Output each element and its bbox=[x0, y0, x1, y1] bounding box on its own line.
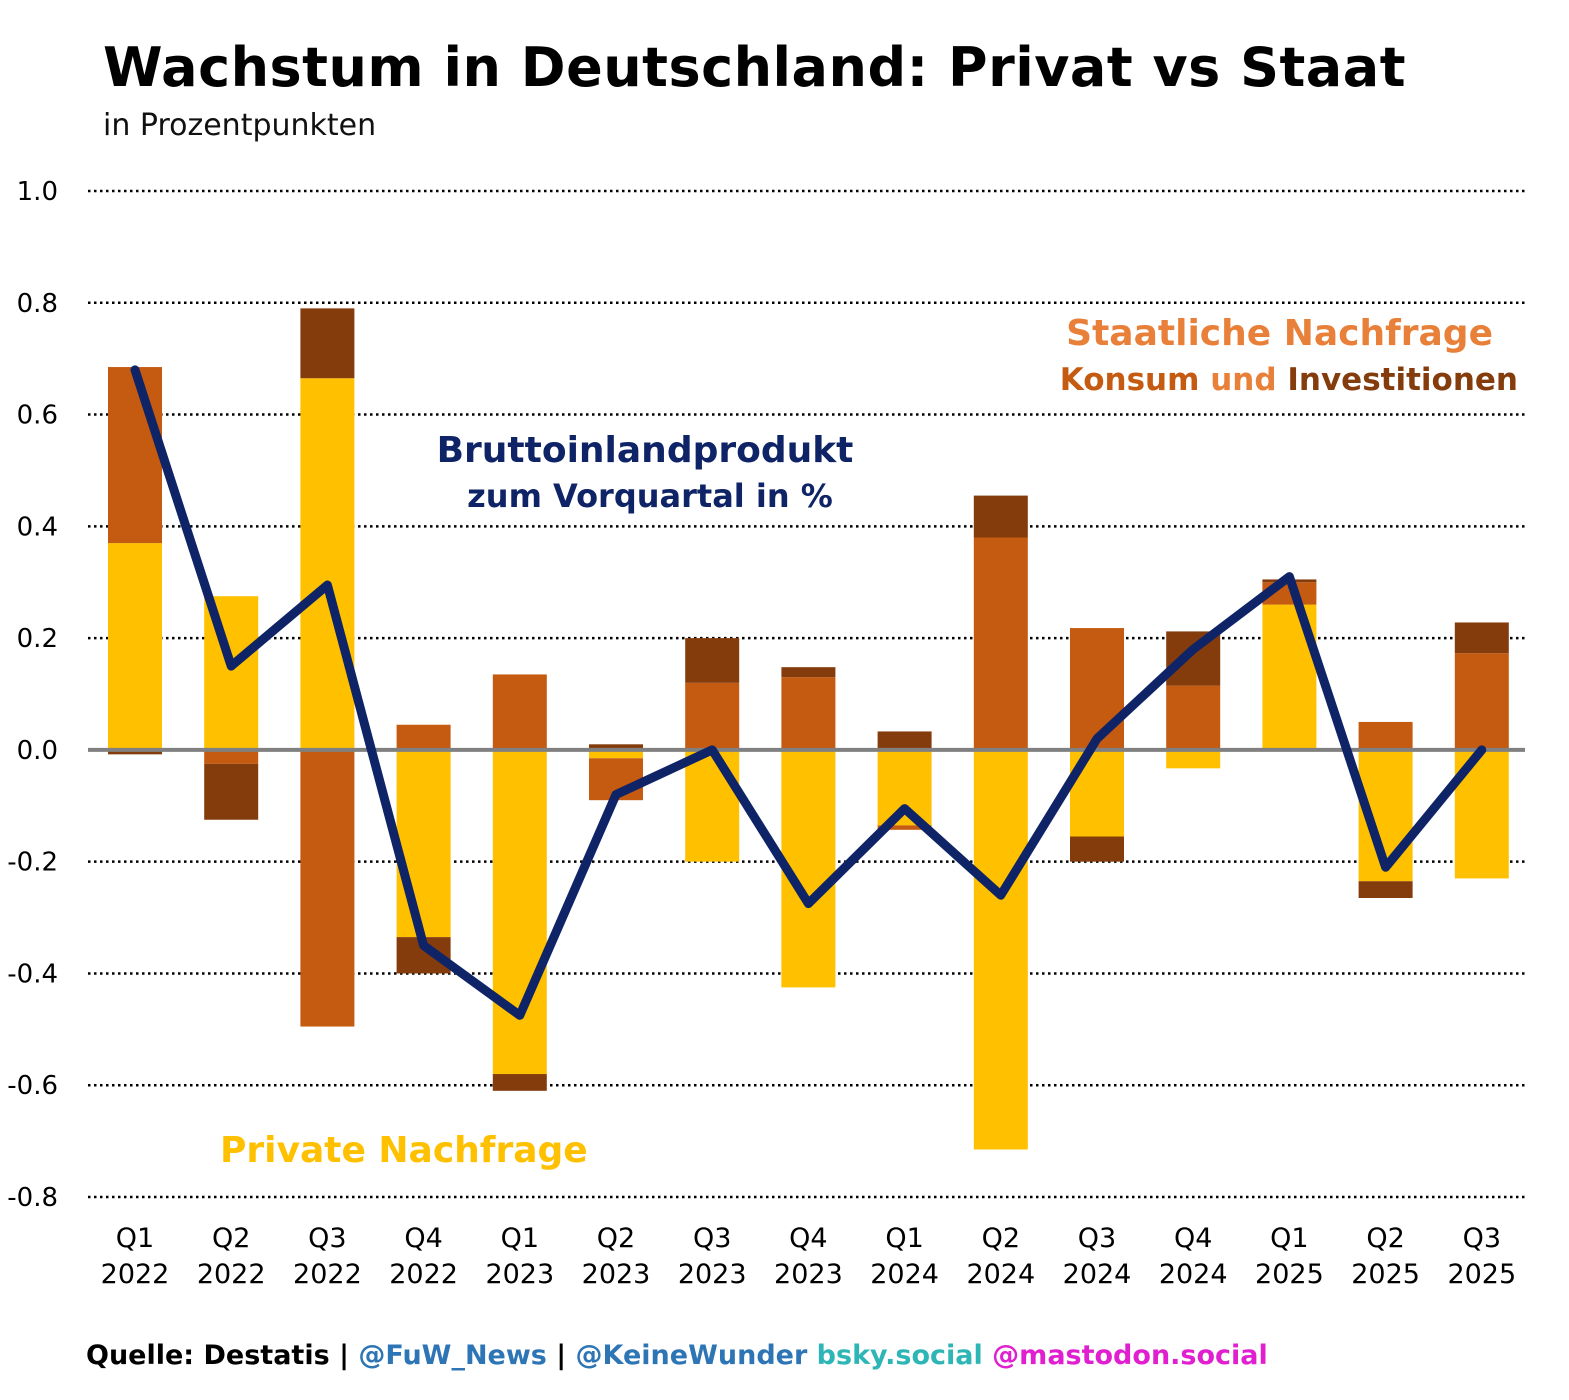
x-tick-quarter: Q3 bbox=[693, 1223, 731, 1254]
y-tick-label: -0.2 bbox=[7, 848, 58, 878]
x-tick-quarter: Q4 bbox=[404, 1223, 442, 1254]
footer-bsky-link[interactable]: bsky.social bbox=[807, 1340, 983, 1371]
x-tick-year: 2025 bbox=[1447, 1259, 1516, 1290]
x-tick-quarter: Q4 bbox=[789, 1223, 827, 1254]
x-tick-year: 2022 bbox=[293, 1259, 362, 1290]
bar-segment-staatlicher-konsum bbox=[1070, 628, 1124, 750]
annotation-investitionen: Investitionen bbox=[1287, 362, 1518, 398]
annotation-konsum: Konsum bbox=[1060, 362, 1200, 398]
bar-segment-private-nachfrage bbox=[973, 749, 1028, 1150]
x-tick-year: 2025 bbox=[1351, 1259, 1420, 1290]
annotation-gdp-line1: Bruttoinlandprodukt bbox=[437, 430, 854, 471]
bar-segment-private-nachfrage bbox=[1166, 749, 1221, 769]
x-tick-year: 2024 bbox=[1063, 1259, 1132, 1290]
x-tick-year: 2022 bbox=[389, 1259, 458, 1290]
bar-segment-staatlicher-konsum bbox=[1358, 721, 1413, 750]
gdp-line-layer bbox=[130, 365, 1487, 1020]
x-tick-quarter: Q2 bbox=[597, 1223, 635, 1254]
annotation-gdp-line2: zum Vorquartal in % bbox=[467, 477, 833, 515]
bar-segment-staatlicher-konsum bbox=[1454, 653, 1509, 750]
annotation-private: Private Nachfrage bbox=[220, 1130, 588, 1171]
bar-segment-private-nachfrage bbox=[589, 749, 643, 759]
chart-subtitle: in Prozentpunkten bbox=[103, 108, 377, 143]
bar-segment-staatliche-investitionen bbox=[877, 731, 932, 750]
bar-segment-staatlicher-konsum bbox=[877, 825, 932, 830]
footer-keinewunder-handle[interactable]: @KeineWunder bbox=[575, 1340, 808, 1371]
x-axis-ticks: Q1 2022 Q2 2022 Q3 2022 Q4 2022 Q1 2023 Q2 2023 Q3 20… bbox=[101, 1223, 1517, 1290]
y-tick-label: 0.0 bbox=[17, 736, 58, 766]
y-axis-ticks: 1.0 0.8 0.6 0.4 0.2 0.0 -0.2 -0.4 -0.6 -0.8 bbox=[7, 177, 58, 1213]
bar-segment-staatlicher-konsum bbox=[300, 749, 355, 1027]
footer-source-line: Quelle: Destatis | @FuW_News | @KeineWun… bbox=[86, 1340, 1268, 1371]
y-tick-label: 1.0 bbox=[17, 177, 58, 207]
footer-source: Quelle: Destatis bbox=[86, 1340, 330, 1371]
bar-segment-staatlicher-konsum bbox=[492, 674, 547, 750]
y-tick-label: 0.6 bbox=[17, 401, 58, 431]
x-tick-quarter: Q3 bbox=[1463, 1223, 1501, 1254]
bar-segment-staatliche-investitionen bbox=[685, 638, 740, 683]
x-tick-quarter: Q1 bbox=[1270, 1223, 1308, 1254]
bar-segment-private-nachfrage bbox=[300, 378, 355, 750]
footer-fuw-handle[interactable]: @FuW_News bbox=[358, 1340, 547, 1371]
x-tick-quarter: Q3 bbox=[308, 1223, 346, 1254]
x-tick-quarter: Q3 bbox=[1078, 1223, 1116, 1254]
chart-canvas: 1.0 0.8 0.6 0.4 0.2 0.0 -0.2 -0.4 -0.6 -0.8 Q1 202… bbox=[7, 177, 1525, 1290]
bar-segment-staatlicher-konsum bbox=[781, 677, 836, 750]
bar-segment-staatlicher-konsum bbox=[1166, 685, 1221, 750]
x-tick-year: 2023 bbox=[485, 1259, 554, 1290]
y-tick-label: 0.2 bbox=[17, 624, 58, 654]
x-tick-year: 2023 bbox=[582, 1259, 651, 1290]
bar-segment-private-nachfrage bbox=[108, 543, 162, 750]
bar-segment-staatliche-investitionen bbox=[108, 749, 162, 755]
footer-separator: | bbox=[329, 1340, 359, 1371]
y-tick-label: -0.6 bbox=[7, 1071, 58, 1101]
x-tick-quarter: Q1 bbox=[885, 1223, 923, 1254]
x-tick-year: 2023 bbox=[678, 1259, 747, 1290]
bar-segment-staatliche-investitionen bbox=[1070, 836, 1124, 862]
bar-segment-staatliche-investitionen bbox=[973, 495, 1028, 538]
x-tick-quarter: Q4 bbox=[1174, 1223, 1212, 1254]
x-tick-quarter: Q2 bbox=[1366, 1223, 1404, 1254]
x-tick-year: 2022 bbox=[197, 1259, 266, 1290]
x-tick-year: 2022 bbox=[101, 1259, 170, 1290]
bar-segment-private-nachfrage bbox=[396, 749, 451, 938]
x-tick-year: 2024 bbox=[1159, 1259, 1228, 1290]
footer-separator: | bbox=[546, 1340, 576, 1371]
bar-segment-staatliche-investitionen bbox=[1358, 881, 1413, 898]
x-tick-quarter: Q1 bbox=[116, 1223, 154, 1254]
bar-segment-staatlicher-konsum bbox=[204, 749, 259, 764]
x-tick-quarter: Q2 bbox=[212, 1223, 250, 1254]
bar-segment-staatliche-investitionen bbox=[781, 667, 836, 678]
bar-segment-staatlicher-konsum bbox=[396, 724, 451, 750]
annotation-und: und bbox=[1199, 362, 1287, 398]
y-tick-label: -0.4 bbox=[7, 959, 58, 989]
annotations: Bruttoinlandprodukt zum Vorquartal in % … bbox=[220, 313, 1518, 1171]
bar-segment-staatlicher-konsum bbox=[973, 537, 1028, 750]
x-tick-year: 2024 bbox=[870, 1259, 939, 1290]
x-tick-year: 2024 bbox=[966, 1259, 1035, 1290]
annotation-state-subtitle: Konsum und Investitionen bbox=[1060, 362, 1518, 398]
x-tick-quarter: Q1 bbox=[501, 1223, 539, 1254]
x-tick-quarter: Q2 bbox=[982, 1223, 1020, 1254]
bar-segment-private-nachfrage bbox=[492, 749, 547, 1075]
bar-segment-staatliche-investitionen bbox=[492, 1074, 547, 1091]
bar-segment-staatliche-investitionen bbox=[589, 744, 643, 750]
y-tick-label: 0.4 bbox=[17, 512, 58, 542]
y-tick-label: 0.8 bbox=[17, 289, 58, 319]
bar-segment-staatliche-investitionen bbox=[1454, 622, 1509, 654]
x-tick-year: 2023 bbox=[774, 1259, 843, 1290]
chart-title: Wachstum in Deutschland: Privat vs Staat bbox=[103, 36, 1407, 99]
x-tick-year: 2025 bbox=[1255, 1259, 1324, 1290]
bar-segment-staatliche-investitionen bbox=[204, 763, 259, 820]
annotation-state-title: Staatliche Nachfrage bbox=[1066, 313, 1493, 354]
bar-segment-private-nachfrage bbox=[685, 749, 740, 862]
y-tick-label: -0.8 bbox=[7, 1183, 58, 1213]
footer-mastodon-link[interactable]: @mastodon.social bbox=[982, 1340, 1268, 1371]
bar-segment-staatliche-investitionen bbox=[300, 308, 355, 379]
bar-segment-staatlicher-konsum bbox=[108, 367, 162, 544]
bar-segment-staatlicher-konsum bbox=[685, 682, 740, 750]
